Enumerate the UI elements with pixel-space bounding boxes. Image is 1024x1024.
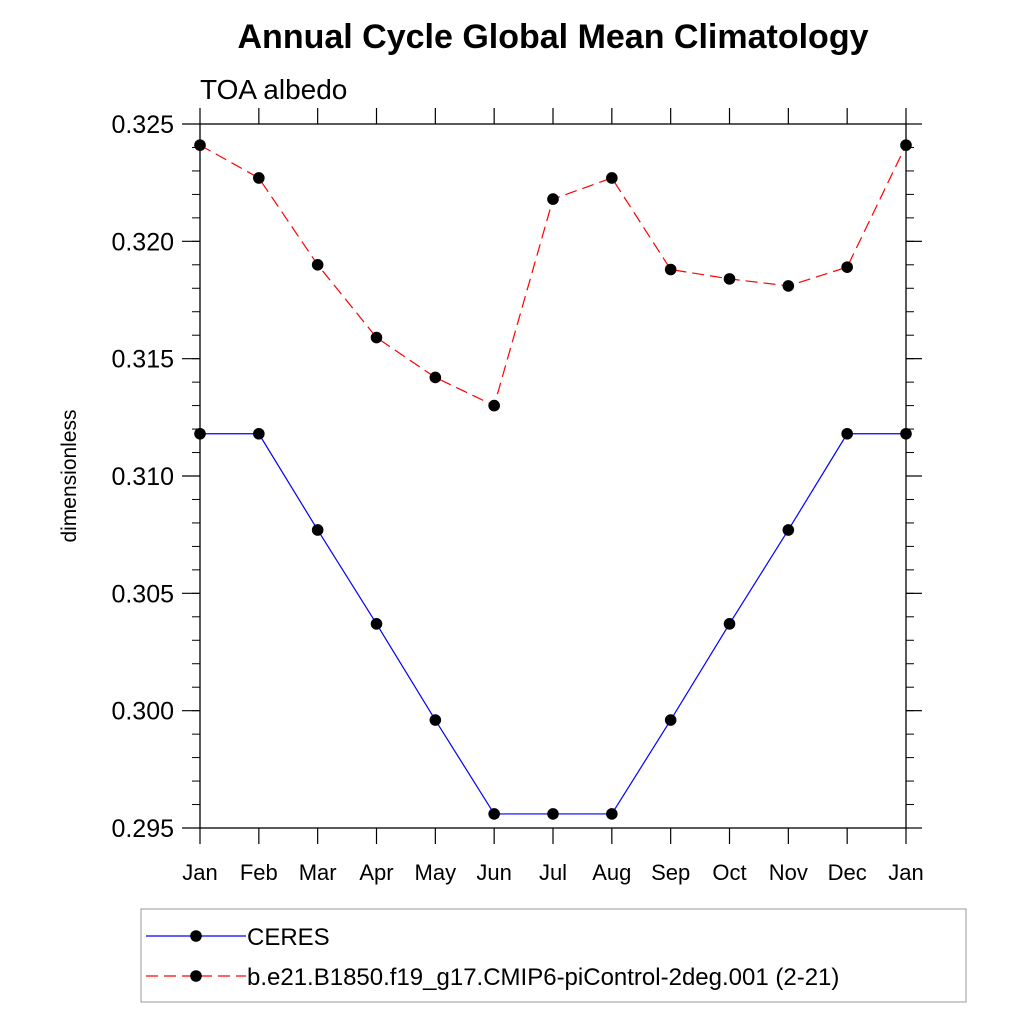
data-point — [782, 524, 795, 536]
x-tick-label: Apr — [359, 860, 393, 885]
x-tick-labels: Jan Feb Mar Apr May Jun Jul Aug Sep Oct Nov Dec Jan — [182, 860, 923, 885]
x-tick-label: Jul — [539, 860, 567, 885]
data-point — [488, 808, 500, 820]
x-tick-label: May — [415, 860, 457, 885]
x-tick-label: Mar — [299, 860, 337, 885]
series-group — [194, 139, 912, 820]
data-point — [723, 273, 736, 285]
x-tick-label: Jun — [476, 860, 511, 885]
plot-frame — [199, 123, 907, 829]
data-point — [488, 399, 500, 412]
legend: CERES b.e21.B1850.f19_g17.CMIP6-piControl… — [146, 924, 839, 991]
x-tick-label: Nov — [769, 860, 808, 885]
data-point — [194, 427, 206, 440]
data-point — [370, 618, 383, 630]
data-point — [194, 139, 206, 151]
x-tick-label: Jan — [182, 860, 217, 885]
legend-marker-2 — [190, 970, 202, 982]
data-point — [606, 808, 618, 820]
x-tick-label: Sep — [651, 860, 690, 885]
y-tick-label: 0.305 — [111, 580, 174, 608]
series-1 — [194, 427, 912, 820]
chart-title: Annual Cycle Global Mean Climatology — [238, 18, 869, 56]
data-point — [664, 714, 677, 726]
legend-label-2: b.e21.B1850.f19_g17.CMIP6-piControl-2deg… — [247, 964, 839, 991]
data-point — [547, 808, 559, 820]
data-point — [253, 172, 265, 184]
data-point — [429, 714, 442, 726]
y-axis-label: dimensionless — [58, 409, 81, 542]
y-tick-label: 0.310 — [111, 463, 174, 491]
series-line — [200, 433, 906, 815]
series-2 — [194, 139, 912, 412]
legend-box — [140, 908, 967, 1003]
data-point — [370, 331, 383, 344]
y-tick-labels: 0.295 0.300 0.305 0.310 0.315 0.320 0.325 — [111, 111, 174, 843]
data-point — [900, 427, 912, 440]
x-tick-label: Oct — [712, 860, 746, 885]
x-tick-label: Dec — [828, 860, 867, 885]
data-point — [841, 261, 853, 273]
x-tick-label: Jan — [888, 860, 923, 885]
legend-label-1: CERES — [247, 924, 330, 951]
series-line — [199, 144, 907, 407]
x-tick-label: Aug — [592, 860, 631, 885]
chart-subtitle: TOA albedo — [200, 74, 347, 105]
data-point — [311, 259, 324, 271]
data-point — [664, 263, 677, 276]
data-point — [253, 427, 265, 440]
data-point — [900, 139, 912, 151]
data-point — [782, 280, 795, 292]
data-point — [547, 193, 559, 205]
y-tick-label: 0.315 — [111, 346, 174, 374]
x-tick-label: Feb — [240, 860, 278, 885]
data-point — [311, 524, 324, 536]
y-tick-label: 0.300 — [111, 698, 174, 726]
y-tick-label: 0.320 — [111, 228, 174, 256]
data-point — [723, 618, 736, 630]
legend-marker-1 — [190, 930, 202, 942]
data-point — [841, 427, 853, 440]
axis-ticks — [182, 108, 922, 844]
y-tick-label: 0.295 — [111, 815, 174, 843]
y-tick-label: 0.325 — [111, 111, 174, 139]
data-point — [606, 172, 618, 184]
data-point — [429, 371, 442, 384]
